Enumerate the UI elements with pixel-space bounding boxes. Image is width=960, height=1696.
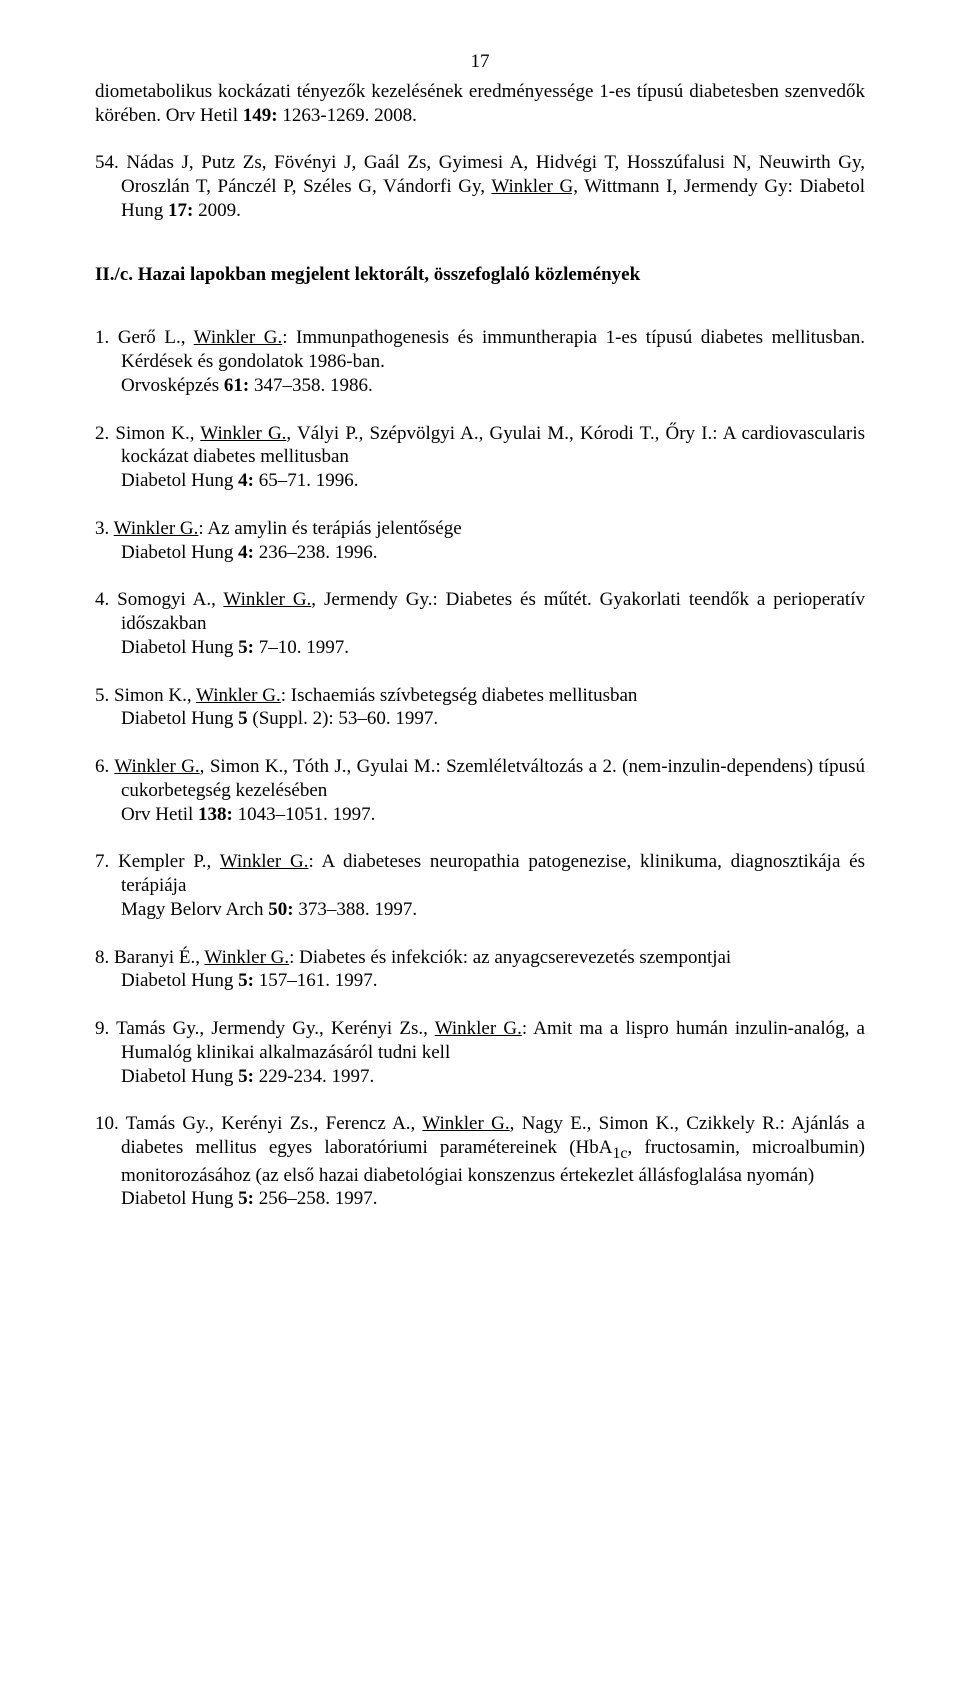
reference-item: 4. Somogyi A., Winkler G., Jermendy Gy.:… xyxy=(95,588,865,659)
reference-item: 10. Tamás Gy., Kerényi Zs., Ferencz A., … xyxy=(95,1112,865,1211)
reference-item: 7. Kempler P., Winkler G.: A diabeteses … xyxy=(95,850,865,921)
page-number: 17 xyxy=(95,50,865,74)
reference-item: 6. Winkler G., Simon K., Tóth J., Gyulai… xyxy=(95,755,865,826)
document-page: 17 diometabolikus kockázati tényezők kez… xyxy=(0,0,960,1285)
reference-item: 8. Baranyi É., Winkler G.: Diabetes és i… xyxy=(95,946,865,994)
section-heading: II./c. Hazai lapokban megjelent lektorál… xyxy=(95,263,865,287)
reference-item: 5. Simon K., Winkler G.: Ischaemiás szív… xyxy=(95,684,865,732)
reference-item: 2. Simon K., Winkler G., Vályi P., Szépv… xyxy=(95,422,865,493)
ref-entry-continuation: diometabolikus kockázati tényezők kezelé… xyxy=(95,80,865,128)
ref-entry-54: 54. Nádas J, Putz Zs, Fövényi J, Gaál Zs… xyxy=(95,151,865,222)
reference-list: 1. Gerő L., Winkler G.: Immunpathogenesi… xyxy=(95,326,865,1211)
reference-item: 9. Tamás Gy., Jermendy Gy., Kerényi Zs.,… xyxy=(95,1017,865,1088)
reference-item: 1. Gerő L., Winkler G.: Immunpathogenesi… xyxy=(95,326,865,397)
reference-item: 3. Winkler G.: Az amylin és terápiás jel… xyxy=(95,517,865,565)
